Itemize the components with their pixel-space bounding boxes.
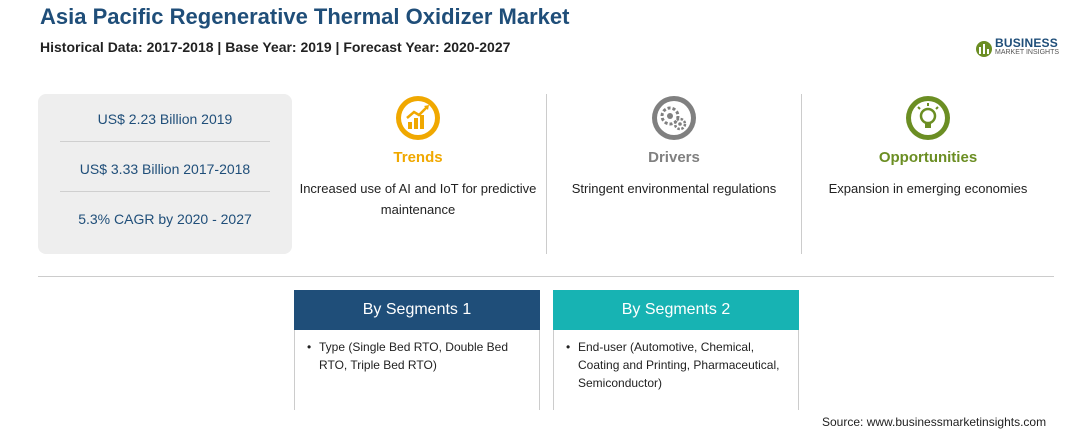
lightbulb-icon [906,96,950,140]
brand-logo: BUSINESS MARKET INSIGHTS [975,36,1065,60]
source-note: Source: www.businessmarketinsights.com [822,415,1047,429]
drivers-title: Drivers [648,149,700,166]
page-title: Asia Pacific Regenerative Thermal Oxidiz… [40,4,570,29]
segment-2-title: By Segments 2 [553,290,799,330]
segment-1-item: • Type (Single Bed RTO, Double Bed RTO, … [307,338,533,374]
section-divider [38,276,1054,277]
segment-card-2: By Segments 2 • End-user (Automotive, Ch… [553,290,799,410]
stat-cagr: 5.3% CAGR by 2020 - 2027 [78,211,252,227]
opportunities-text: Expansion in emerging economies [828,181,1028,196]
globe-logo-icon [976,41,992,57]
logo-wordmark: BUSINESS [995,36,1058,50]
trends-text: Increased use of AI and IoT for predicti… [299,181,537,217]
stat-divider [60,141,270,142]
key-stats-panel: US$ 2.23 Billion 2019 US$ 3.33 Billion 2… [38,94,292,254]
opportunities-title: Opportunities [878,149,978,166]
opportunities-column: Opportunities Expansion in emerging econ… [806,94,1050,254]
trends-column: Trends Increased use of AI and IoT for p… [298,94,538,254]
segment-1-text: Type (Single Bed RTO, Double Bed RTO, Tr… [319,340,508,372]
drivers-text: Stringent environmental regulations [571,181,777,196]
stat-market-size-2019: US$ 2.23 Billion 2019 [97,111,233,127]
segment-2-item: • End-user (Automotive, Chemical, Coatin… [566,338,792,392]
logo-tagline: MARKET INSIGHTS [995,49,1060,56]
segment-card-1: By Segments 1 • Type (Single Bed RTO, Do… [294,290,540,410]
trends-title: Trends [393,149,443,166]
stat-market-size-historical: US$ 3.33 Billion 2017-2018 [79,161,251,177]
drivers-column: Drivers Stringent environmental regulati… [552,94,796,254]
page-subtitle: Historical Data: 2017-2018 | Base Year: … [40,39,511,55]
bullet: • [307,340,312,354]
column-divider [801,94,802,254]
trend-chart-icon [396,96,440,140]
gears-icon [652,96,696,140]
column-divider [546,94,547,254]
segment-1-title: By Segments 1 [294,290,540,330]
bullet: • [566,340,571,354]
stat-divider [60,191,270,192]
segment-2-text: End-user (Automotive, Chemical, Coating … [578,340,780,390]
